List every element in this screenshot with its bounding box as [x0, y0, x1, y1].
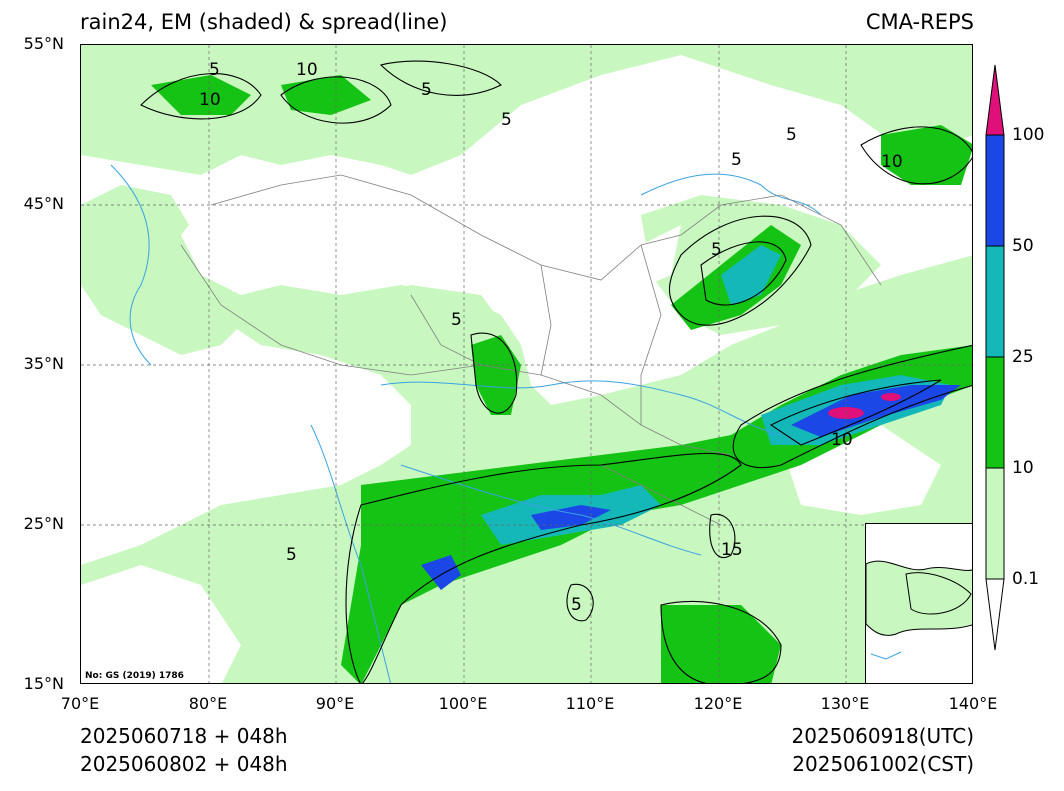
graticule [81, 45, 972, 683]
contour-label: 5 [501, 110, 512, 130]
lat-label-55n: 55°N [23, 34, 64, 53]
inset-map [865, 560, 972, 660]
lon-label-130e: 130°E [820, 694, 870, 713]
colorbar-label-25: 25 [1012, 347, 1034, 367]
colorbar-band-0.1-10 [985, 467, 1005, 580]
contour-label: 5 [711, 240, 722, 260]
contour-label: 10 [831, 430, 853, 450]
lat-label-35n: 35°N [23, 354, 64, 373]
very-heavy-rain-cells [421, 385, 961, 590]
colorbar-extend-bottom [985, 578, 1005, 651]
lon-label-70e: 70°E [60, 694, 100, 713]
contour-label: 5 [286, 545, 297, 565]
light-rain-area [81, 45, 972, 683]
lat-label-25n: 25°N [23, 514, 64, 533]
colorbar-label-100: 100 [1012, 125, 1045, 145]
contour-label: 10 [881, 152, 903, 172]
init-time-utc: 2025060718 + 048h [80, 724, 288, 748]
colorbar-extend-top [985, 64, 1005, 136]
colorbar [985, 64, 1005, 651]
precipitation-map: 5 10 10 5 5 5 10 5 5 10 5 15 5 5 [81, 45, 972, 683]
contour-label: 5 [786, 125, 797, 145]
valid-time-utc: 2025060918(UTC) [791, 724, 975, 748]
spread-contours [140, 60, 972, 683]
lon-label-110e: 110°E [565, 694, 615, 713]
contour-label: 5 [421, 80, 432, 100]
contour-value-labels: 5 10 10 5 5 5 10 5 5 10 5 15 5 5 [199, 60, 903, 615]
colorbar-band-10-25 [985, 356, 1005, 469]
colorbar-label-50: 50 [1012, 236, 1034, 256]
contour-label: 15 [721, 540, 743, 560]
contour-label: 10 [199, 90, 221, 110]
colorbar-label-0.1: 0.1 [1012, 569, 1040, 589]
lon-label-140e: 140°E [948, 694, 998, 713]
init-time-cst: 2025060802 + 048h [80, 752, 288, 776]
valid-time-cst: 2025061002(CST) [792, 752, 974, 776]
lat-label-45n: 45°N [23, 194, 64, 213]
map-panel: 5 10 10 5 5 5 10 5 5 10 5 15 5 5 No: GS … [80, 44, 973, 684]
contour-label: 5 [209, 60, 220, 80]
south-china-sea-inset [865, 523, 972, 683]
colorbar-band-50-100 [985, 134, 1005, 247]
political-boundaries [180, 174, 882, 526]
lon-label-90e: 90°E [315, 694, 355, 713]
colorbar-label-10: 10 [1012, 458, 1034, 478]
contour-label: 5 [731, 150, 742, 170]
model-name: CMA-REPS [865, 10, 974, 34]
rivers [110, 164, 822, 683]
lat-label-15n: 15°N [23, 674, 64, 693]
contour-label: 5 [451, 310, 462, 330]
lon-label-80e: 80°E [188, 694, 228, 713]
map-title: rain24, EM (shaded) & spread(line) [80, 10, 448, 34]
map-approval-number: No: GS (2019) 1786 [85, 671, 184, 681]
colorbar-band-25-50 [985, 245, 1005, 358]
contour-label: 10 [296, 60, 318, 80]
contour-label: 5 [571, 595, 582, 615]
lon-label-120e: 120°E [693, 694, 743, 713]
lon-label-100e: 100°E [438, 694, 488, 713]
